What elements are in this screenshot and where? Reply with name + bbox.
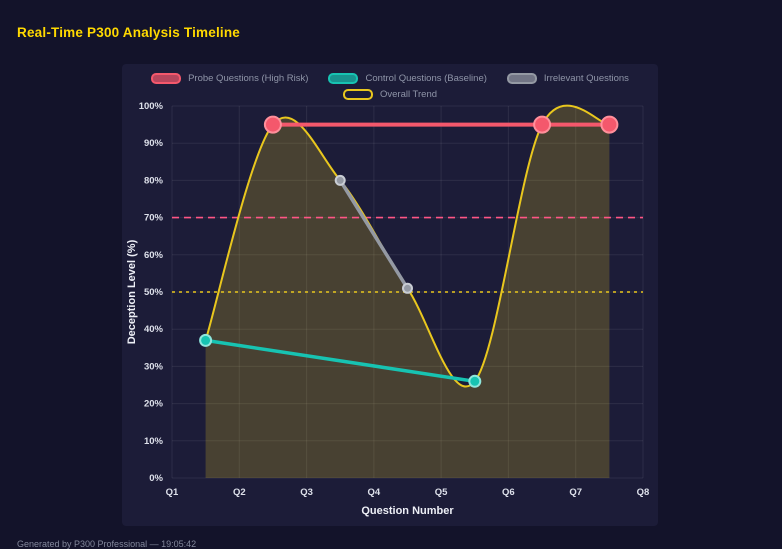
chart-panel: Probe Questions (High Risk) Control Quest… xyxy=(122,64,658,526)
legend-swatch-icon xyxy=(342,89,373,100)
y-axis-title: Deception Level (%) xyxy=(126,239,138,344)
legend-row: Probe Questions (High Risk) Control Quest… xyxy=(151,73,629,84)
y-tick-label: 0% xyxy=(149,473,163,484)
p300-timeline-chart: 0% 10% 20% 30% 40% 50% 60% 70% 80% 90% 100% Q1 Q2 Q3 Q… xyxy=(126,101,650,517)
legend-item-control-questions-baseline[interactable]: Control Questions (Baseline) xyxy=(328,73,487,84)
data-point-probe-questions-high-risk[interactable] xyxy=(263,115,282,134)
legend-swatch-icon xyxy=(328,73,359,84)
y-tick-label: 50% xyxy=(144,287,164,298)
series-line-control-questions-baseline xyxy=(203,338,477,384)
page-title: Real-Time P300 Analysis Timeline xyxy=(17,25,241,40)
x-axis-title: Question Number xyxy=(361,505,454,517)
data-point-probe-questions-high-risk[interactable] xyxy=(533,115,552,134)
legend-label: Probe Questions (High Risk) xyxy=(188,73,309,84)
x-tick-label: Q3 xyxy=(300,487,313,498)
x-tick-label: Q8 xyxy=(637,487,650,498)
legend-label: Overall Trend xyxy=(379,89,438,100)
legend-label: Control Questions (Baseline) xyxy=(365,73,487,84)
y-tick-label: 60% xyxy=(144,250,164,261)
data-point-probe-questions-high-risk[interactable] xyxy=(600,115,619,134)
legend-item-irrelevant-questions[interactable]: Irrelevant Questions xyxy=(506,73,629,84)
x-tick-label: Q4 xyxy=(368,487,381,498)
chart-legend: Probe Questions (High Risk) Control Quest… xyxy=(122,64,658,100)
y-tick-label: 100% xyxy=(139,101,164,112)
legend-item-overall-trend[interactable]: Overall Trend xyxy=(342,89,438,100)
data-point-irrelevant-questions[interactable] xyxy=(334,174,346,186)
x-tick-label: Q6 xyxy=(502,487,515,498)
x-tick-label: Q7 xyxy=(569,487,582,498)
legend-swatch-icon xyxy=(151,73,182,84)
data-point-control-questions-baseline[interactable] xyxy=(468,374,482,388)
y-tick-label: 90% xyxy=(144,138,164,149)
x-tick-label: Q5 xyxy=(435,487,448,498)
series-line-irrelevant-questions xyxy=(338,178,410,291)
legend-swatch-icon xyxy=(506,73,537,84)
legend-item-probe-questions-high-risk[interactable]: Probe Questions (High Risk) xyxy=(151,73,308,84)
y-tick-label: 20% xyxy=(144,399,164,410)
y-tick-label: 30% xyxy=(144,361,164,372)
y-tick-label: 40% xyxy=(144,324,164,335)
footer-note: Generated by P300 Professional — 19:05:4… xyxy=(17,539,197,549)
legend-row: Overall Trend xyxy=(342,89,438,100)
x-tick-label: Q1 xyxy=(166,487,179,498)
data-point-irrelevant-questions[interactable] xyxy=(402,282,413,294)
y-tick-label: 70% xyxy=(144,213,164,224)
legend-label: Irrelevant Questions xyxy=(543,73,629,84)
x-tick-label: Q2 xyxy=(233,487,246,498)
data-point-control-questions-baseline[interactable] xyxy=(199,333,213,347)
y-tick-label: 10% xyxy=(144,436,164,447)
y-tick-label: 80% xyxy=(144,175,164,186)
